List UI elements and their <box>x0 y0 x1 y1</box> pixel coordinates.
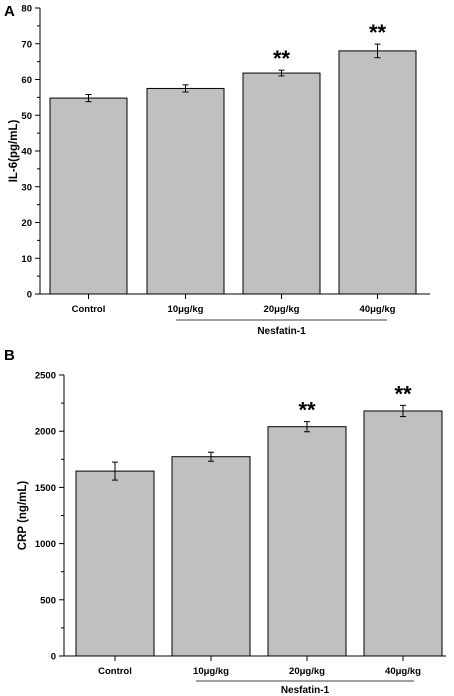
y-tick-label: 2000 <box>35 427 56 438</box>
y-tick-label: 2500 <box>35 371 56 382</box>
bar <box>267 426 347 657</box>
bar <box>146 87 225 295</box>
y-tick-label: 80 <box>21 4 32 15</box>
x-tick-label: 20μg/kg <box>289 666 325 677</box>
panel-label: B <box>4 347 15 364</box>
x-tick-label: Control <box>72 304 106 315</box>
y-tick-label: 20 <box>21 218 32 229</box>
group-label: Nesfatin-1 <box>257 326 306 337</box>
panel-label: A <box>4 3 15 20</box>
y-axis-title: IL-6(pg/mL) <box>8 120 20 183</box>
y-tick-label: 70 <box>21 39 32 50</box>
x-tick-label: Control <box>98 666 132 677</box>
y-tick-label: 1000 <box>35 539 56 550</box>
y-tick-label: 40 <box>21 147 32 158</box>
y-tick-label: 1500 <box>35 483 56 494</box>
bar <box>171 456 251 657</box>
y-axis-title: CRP (ng/mL) <box>17 481 29 551</box>
x-tick-label: 10μg/kg <box>193 666 229 677</box>
y-tick-label: 60 <box>21 75 32 86</box>
significance-annotation: ** <box>394 381 412 406</box>
x-tick-label: 10μg/kg <box>168 304 204 315</box>
bar <box>49 97 128 295</box>
bar <box>338 50 417 295</box>
y-tick-label: 30 <box>21 182 32 193</box>
significance-annotation: ** <box>369 20 387 45</box>
y-tick-label: 50 <box>21 111 32 122</box>
significance-annotation: ** <box>298 398 316 423</box>
bar <box>363 410 443 657</box>
y-tick-label: 0 <box>27 290 32 301</box>
x-tick-label: 20μg/kg <box>264 304 300 315</box>
y-tick-label: 0 <box>51 652 56 663</box>
bar <box>242 72 321 295</box>
group-label: Nesfatin-1 <box>281 685 330 696</box>
x-tick-label: 40μg/kg <box>385 666 421 677</box>
significance-annotation: ** <box>273 46 291 71</box>
chart-panel-b: B 0 500 1000 1500 2000 2500 CRP (ng/mL) Control 1… <box>4 347 446 696</box>
bar <box>75 470 155 657</box>
x-tick-label: 40μg/kg <box>360 304 396 315</box>
chart-panel-a: A 0 10 20 30 40 50 60 70 80 IL-6(pg/mL) Control 10μg… <box>4 3 430 337</box>
y-tick-label: 10 <box>21 254 32 265</box>
y-tick-label: 500 <box>40 595 56 606</box>
